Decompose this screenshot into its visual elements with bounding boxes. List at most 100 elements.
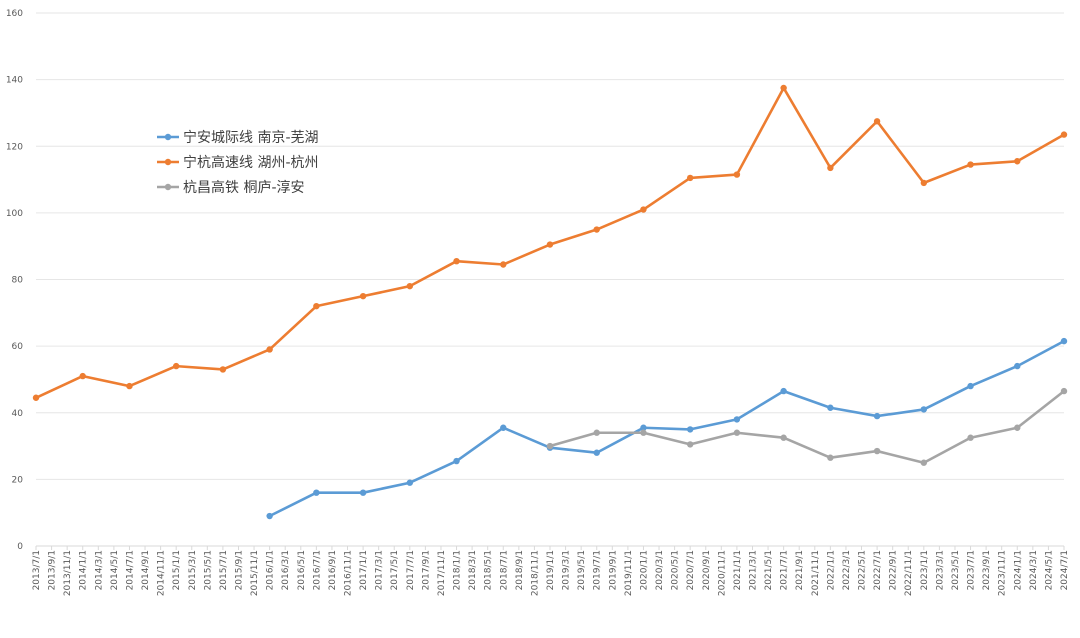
- x-tick-label: 2016/5/1: [297, 550, 307, 590]
- data-point: [873, 412, 881, 420]
- x-tick-label: 2023/11/1: [998, 550, 1008, 596]
- x-tick-label: 2015/5/1: [203, 550, 213, 590]
- x-tick-label: 2020/7/1: [686, 550, 696, 590]
- data-point: [920, 459, 928, 466]
- data-point: [873, 118, 881, 125]
- legend-label: 宁杭高速线 湖州-杭州: [183, 154, 319, 171]
- x-tick-label: 2015/3/1: [188, 550, 198, 590]
- legend-label: 宁安城际线 南京-芜湖: [183, 129, 319, 146]
- x-tick-label: 2021/3/1: [748, 550, 758, 590]
- gridlines: [36, 12, 1064, 480]
- data-point: [32, 394, 40, 401]
- data-point: [920, 179, 928, 187]
- y-tick-label: 20: [12, 475, 24, 485]
- data-point: [827, 404, 834, 411]
- data-point: [640, 424, 647, 431]
- legend-item: 宁杭高速线 湖州-杭州: [157, 154, 319, 171]
- x-tick-label: 2014/1/1: [79, 550, 89, 590]
- data-point: [1014, 158, 1021, 165]
- x-tick-label: 2020/1/1: [639, 550, 649, 590]
- data-point: [500, 261, 507, 268]
- y-tick-label: 140: [6, 76, 23, 86]
- data-point: [79, 372, 86, 380]
- x-tick-label: 2021/9/1: [795, 550, 805, 590]
- data-point: [500, 424, 507, 431]
- data-point: [733, 429, 741, 436]
- data-point: [873, 447, 881, 455]
- data-point: [313, 302, 320, 310]
- series-1: [266, 337, 1068, 520]
- x-tick-label: 2015/1/1: [172, 550, 182, 590]
- data-point: [406, 479, 414, 486]
- x-tick-label: 2013/11/1: [63, 550, 73, 596]
- x-tick-label: 2019/7/1: [593, 550, 603, 590]
- data-point: [219, 366, 227, 373]
- x-tick-label: 2019/3/1: [562, 550, 572, 590]
- x-tick-label: 2024/1/1: [1013, 550, 1023, 590]
- x-tick-label: 2022/7/1: [873, 550, 883, 590]
- x-tick-label: 2017/1/1: [359, 550, 369, 590]
- x-tick-label: 2024/7/1: [1060, 550, 1070, 590]
- x-tick-label: 2018/5/1: [484, 550, 494, 590]
- data-point: [686, 174, 694, 182]
- x-tick-label: 2017/7/1: [406, 550, 416, 590]
- x-tick-label: 2022/3/1: [842, 550, 852, 590]
- x-tick-label: 2024/5/1: [1044, 550, 1054, 590]
- y-tick-label: 60: [12, 342, 24, 352]
- y-axis-tick-labels: 0 20 40 60 80 100 120 140 160: [6, 9, 23, 552]
- x-tick-label: 2017/3/1: [375, 550, 385, 590]
- x-tick-label: 2018/3/1: [468, 550, 478, 590]
- data-point: [453, 457, 460, 465]
- x-tick-label: 2018/1/1: [453, 550, 463, 590]
- series-2: [32, 84, 1068, 401]
- data-point: [359, 292, 367, 300]
- x-tick-label: 2020/9/1: [702, 550, 712, 590]
- legend-item: 宁安城际线 南京-芜湖: [157, 129, 319, 146]
- data-point: [640, 429, 647, 436]
- data-point: [593, 226, 600, 233]
- x-tick-label: 2021/11/1: [811, 550, 821, 596]
- data-point: [453, 257, 460, 265]
- x-tick-label: 2022/9/1: [889, 550, 899, 590]
- data-point: [126, 382, 133, 390]
- data-point: [827, 164, 834, 172]
- data-point: [1060, 337, 1068, 345]
- x-tick-label: 2023/5/1: [951, 550, 961, 590]
- x-tick-label: 2014/5/1: [110, 550, 120, 590]
- x-tick-label: 2019/11/1: [624, 550, 634, 596]
- data-point: [967, 382, 974, 390]
- y-tick-label: 40: [12, 409, 24, 419]
- data-point: [546, 442, 554, 450]
- data-point: [686, 441, 694, 448]
- x-tick-label: 2015/9/1: [234, 550, 244, 590]
- data-point: [780, 387, 787, 395]
- data-point: [593, 449, 600, 456]
- x-tick-label: 2013/7/1: [32, 550, 42, 590]
- data-point: [733, 416, 741, 423]
- x-tick-label: 2022/5/1: [858, 550, 868, 590]
- data-point: [1060, 387, 1068, 395]
- legend-item: 杭昌高铁 桐庐-淳安: [157, 179, 305, 196]
- data-point: [967, 161, 974, 168]
- axes: [35, 545, 1065, 550]
- x-tick-label: 2016/11/1: [344, 550, 354, 596]
- data-point: [780, 84, 787, 92]
- data-point: [640, 206, 647, 213]
- y-tick-label: 100: [6, 209, 23, 219]
- x-tick-label: 2016/7/1: [312, 550, 322, 590]
- x-axis-tick-labels: 2013/7/1 2013/9/1 2013/11/1 2014/1/1 2014/3/…: [32, 550, 1070, 596]
- legend-label: 杭昌高铁 桐庐-淳安: [183, 179, 305, 196]
- series-3: [546, 387, 1068, 466]
- data-point: [1014, 424, 1021, 431]
- data-point: [313, 489, 320, 496]
- x-tick-label: 2017/5/1: [390, 550, 400, 590]
- data-point: [406, 282, 414, 290]
- y-tick-label: 120: [6, 142, 23, 152]
- x-tick-label: 2016/9/1: [328, 550, 338, 590]
- x-tick-label: 2021/5/1: [764, 550, 774, 590]
- x-tick-label: 2023/1/1: [920, 550, 930, 590]
- x-tick-label: 2021/1/1: [733, 550, 743, 590]
- x-tick-label: 2020/3/1: [655, 550, 665, 590]
- x-tick-label: 2014/7/1: [125, 550, 135, 590]
- x-tick-label: 2015/11/1: [250, 550, 260, 596]
